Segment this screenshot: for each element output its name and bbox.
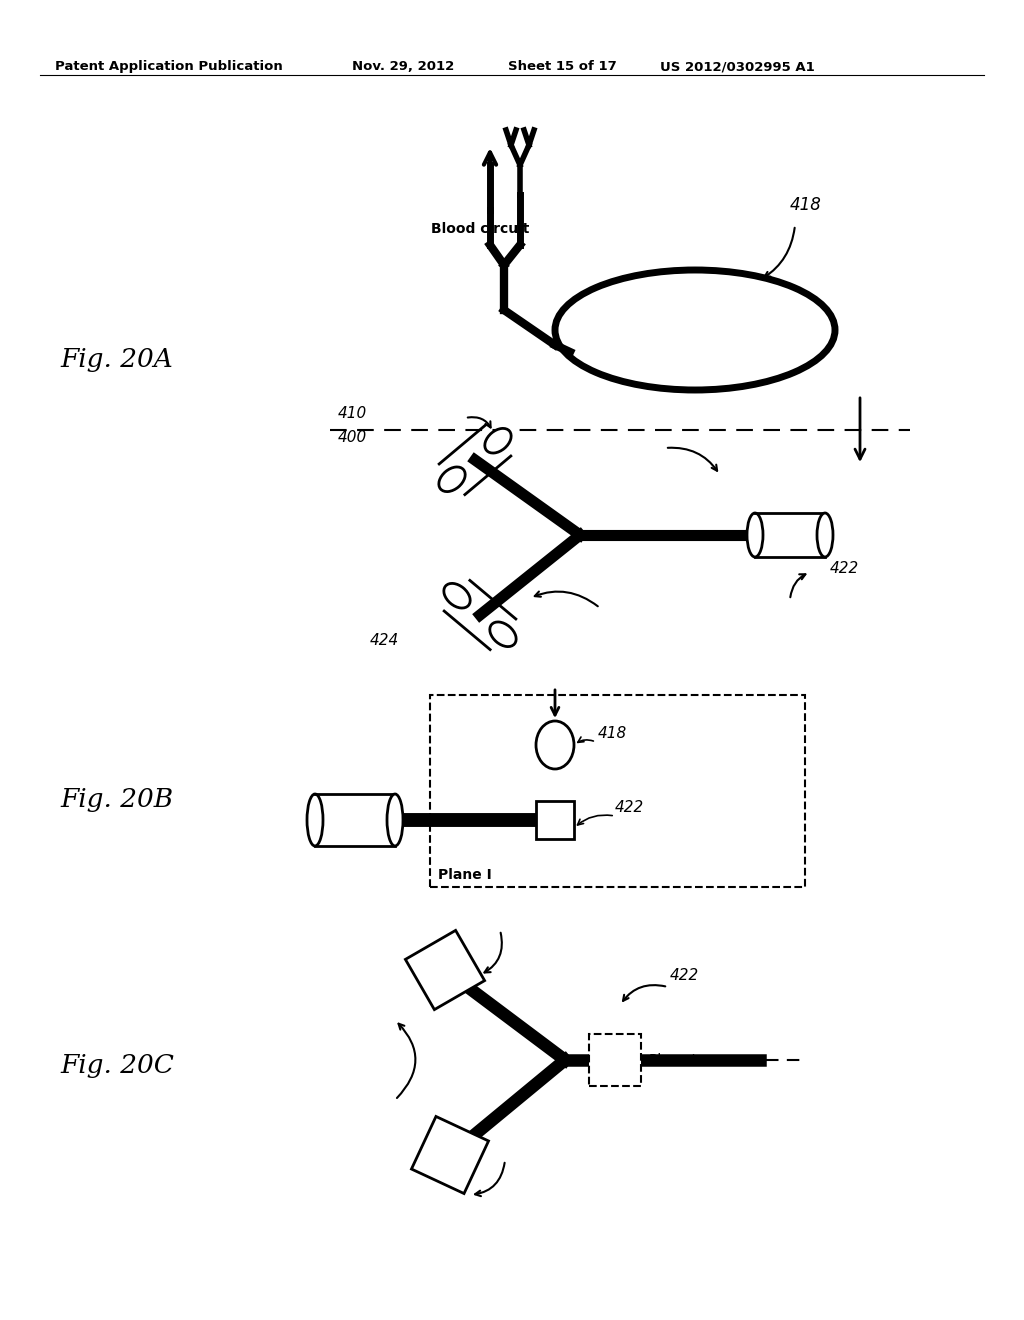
Polygon shape [406, 931, 484, 1010]
Text: Nov. 29, 2012: Nov. 29, 2012 [352, 59, 455, 73]
Bar [755, 513, 825, 557]
Text: Plane I: Plane I [438, 869, 492, 882]
Ellipse shape [387, 795, 403, 846]
Ellipse shape [443, 583, 470, 609]
Text: Plane I: Plane I [649, 1053, 695, 1067]
Ellipse shape [489, 622, 516, 647]
Text: 422: 422 [830, 561, 859, 576]
Ellipse shape [484, 429, 511, 453]
Ellipse shape [817, 513, 833, 557]
Text: 418: 418 [790, 195, 822, 214]
Text: US 2012/0302995 A1: US 2012/0302995 A1 [660, 59, 815, 73]
Text: 422: 422 [615, 800, 644, 814]
Bar [315, 795, 395, 846]
Text: Sheet 15 of 17: Sheet 15 of 17 [508, 59, 616, 73]
Polygon shape [412, 1117, 488, 1193]
Text: 410: 410 [338, 407, 368, 421]
Bar [430, 696, 805, 887]
Text: 422: 422 [670, 968, 699, 983]
Text: 418: 418 [598, 726, 628, 741]
Text: Blood circuit: Blood circuit [431, 222, 529, 236]
Text: 400: 400 [338, 430, 368, 445]
Text: Fig. 20C: Fig. 20C [60, 1052, 174, 1077]
Bar [536, 801, 574, 840]
Text: Fig. 20A: Fig. 20A [60, 347, 173, 372]
Ellipse shape [536, 721, 574, 770]
Text: Fig. 20B: Fig. 20B [60, 788, 173, 813]
Bar [589, 1034, 641, 1086]
Text: Patent Application Publication: Patent Application Publication [55, 59, 283, 73]
Ellipse shape [746, 513, 763, 557]
Text: 424: 424 [370, 634, 399, 648]
Ellipse shape [439, 467, 465, 491]
Ellipse shape [307, 795, 323, 846]
